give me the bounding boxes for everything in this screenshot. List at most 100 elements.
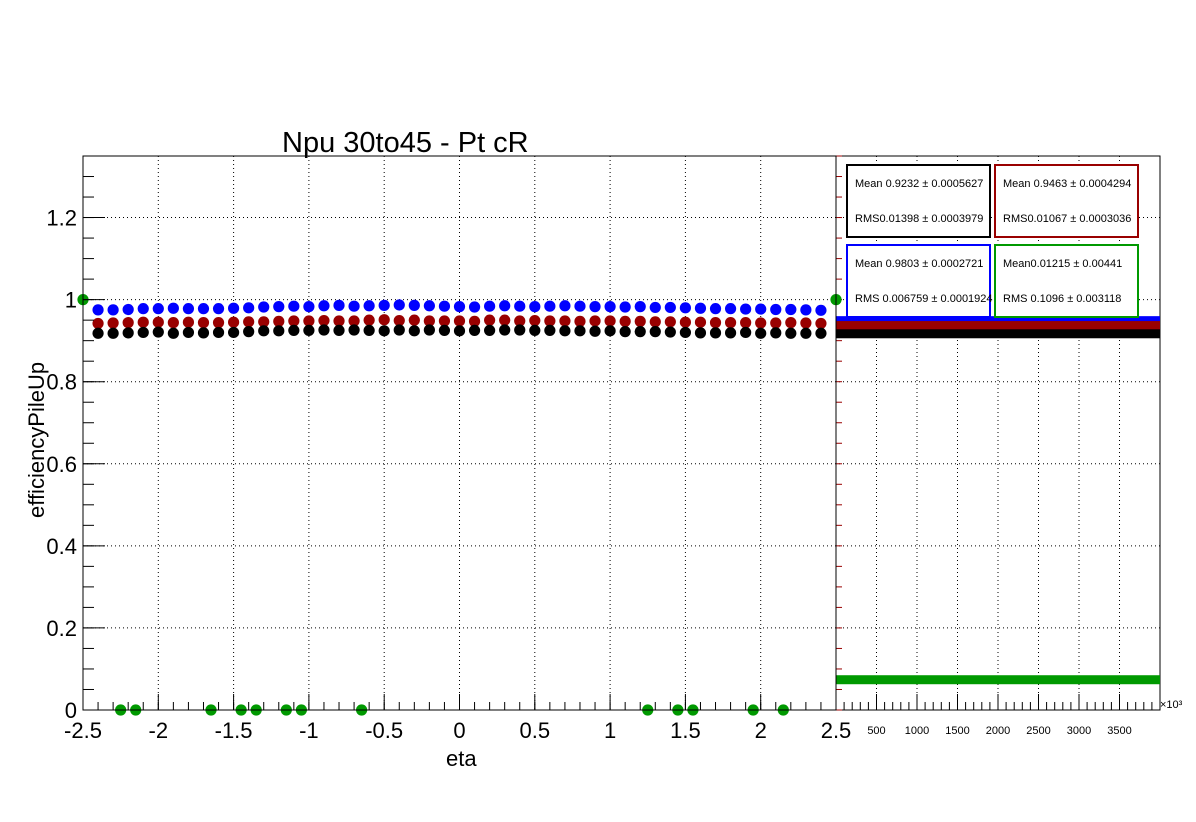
data-point	[453, 325, 466, 337]
data-point	[815, 304, 827, 316]
data-point	[468, 324, 481, 337]
data-point	[589, 315, 601, 327]
data-point	[348, 315, 360, 327]
stat-box: Mean 0.9803 ± 0.0002721 RMS 0.006759 ± 0.…	[846, 244, 993, 318]
data-point	[499, 324, 511, 336]
data-point	[212, 303, 225, 315]
data-point	[288, 324, 300, 337]
data-point	[619, 301, 631, 313]
y-tick-label: 1.2	[46, 206, 77, 231]
x-tick-label: 0.5	[520, 718, 551, 743]
data-point	[544, 315, 556, 327]
data-point	[694, 302, 707, 314]
y-tick-label: 0.4	[46, 534, 77, 559]
data-point	[724, 303, 737, 315]
data-point	[152, 316, 164, 328]
data-point	[740, 317, 752, 329]
y-axis-label: efficiencyPileUp	[24, 362, 49, 518]
data-point	[318, 324, 330, 336]
data-point	[408, 314, 420, 326]
data-point	[649, 301, 661, 314]
data-point	[333, 324, 345, 337]
x-tick-label: -2	[149, 718, 169, 743]
stat-mean: Mean0.01215 ± 0.00441	[1003, 258, 1123, 270]
data-points	[77, 294, 842, 716]
stat-box: Mean0.01215 ± 0.00441 RMS 0.1096 ± 0.0031…	[994, 244, 1139, 318]
data-point	[559, 300, 571, 312]
side-axis-exponent: ×10³	[1160, 699, 1183, 711]
data-point	[303, 301, 315, 313]
side-band	[836, 321, 1160, 331]
data-point	[724, 317, 737, 329]
data-point	[167, 302, 179, 314]
x-tick-label: 0	[453, 718, 465, 743]
data-point	[514, 324, 526, 336]
data-point	[664, 301, 676, 314]
data-point	[363, 324, 375, 337]
data-point	[423, 315, 435, 327]
data-point	[589, 325, 601, 337]
side-band	[836, 329, 1160, 339]
data-point	[137, 303, 149, 315]
data-point	[378, 299, 390, 311]
data-point	[664, 326, 676, 338]
data-point	[619, 326, 631, 338]
x-tick-label: 2.5	[821, 718, 852, 743]
data-point	[634, 315, 646, 327]
data-point	[258, 325, 270, 337]
data-point	[107, 327, 119, 339]
x-tick-label: -0.5	[365, 718, 403, 743]
grid-lines	[83, 156, 1160, 710]
data-point	[514, 315, 526, 327]
data-point	[604, 301, 616, 313]
data-point	[122, 303, 134, 316]
data-point	[740, 326, 752, 339]
stat-mean: Mean 0.9803 ± 0.0002721	[855, 258, 984, 270]
data-point	[243, 326, 255, 338]
side-tick-label: 2000	[986, 725, 1010, 737]
data-point	[649, 326, 661, 338]
side-tick-label: 1000	[905, 725, 929, 737]
stat-box: Mean 0.9232 ± 0.0005627 RMS0.01398 ± 0.00…	[846, 164, 991, 238]
data-point	[92, 304, 104, 316]
x-tick-label: 1	[604, 718, 616, 743]
data-point	[770, 327, 782, 339]
data-point	[453, 301, 466, 313]
data-point	[800, 317, 812, 329]
data-point	[770, 317, 782, 329]
data-point	[393, 299, 405, 311]
data-point	[634, 301, 646, 313]
stat-box: Mean 0.9463 ± 0.0004294 RMS0.01067 ± 0.00…	[994, 164, 1139, 238]
data-point	[288, 315, 300, 327]
data-point	[438, 315, 451, 327]
data-point	[453, 315, 466, 327]
data-point	[438, 300, 451, 312]
data-point	[514, 300, 526, 312]
data-point	[258, 316, 270, 328]
side-tick-label: 3000	[1067, 725, 1091, 737]
data-point	[755, 303, 767, 315]
data-point	[243, 316, 255, 328]
data-point	[107, 304, 119, 316]
data-point	[212, 317, 225, 329]
data-point	[770, 303, 782, 316]
data-point	[378, 314, 390, 326]
data-point	[484, 314, 496, 326]
data-point	[137, 316, 149, 328]
data-point	[664, 316, 676, 328]
data-point	[544, 300, 556, 312]
data-point	[544, 324, 556, 337]
data-point	[679, 302, 692, 314]
data-point	[363, 300, 375, 312]
data-point	[785, 303, 797, 316]
data-point	[167, 327, 179, 339]
data-point	[468, 301, 481, 313]
data-point	[484, 300, 496, 312]
data-point	[438, 324, 451, 337]
data-point	[423, 324, 435, 336]
data-point	[348, 300, 360, 312]
data-point	[574, 325, 586, 337]
data-point	[484, 324, 496, 337]
data-point	[815, 317, 827, 330]
